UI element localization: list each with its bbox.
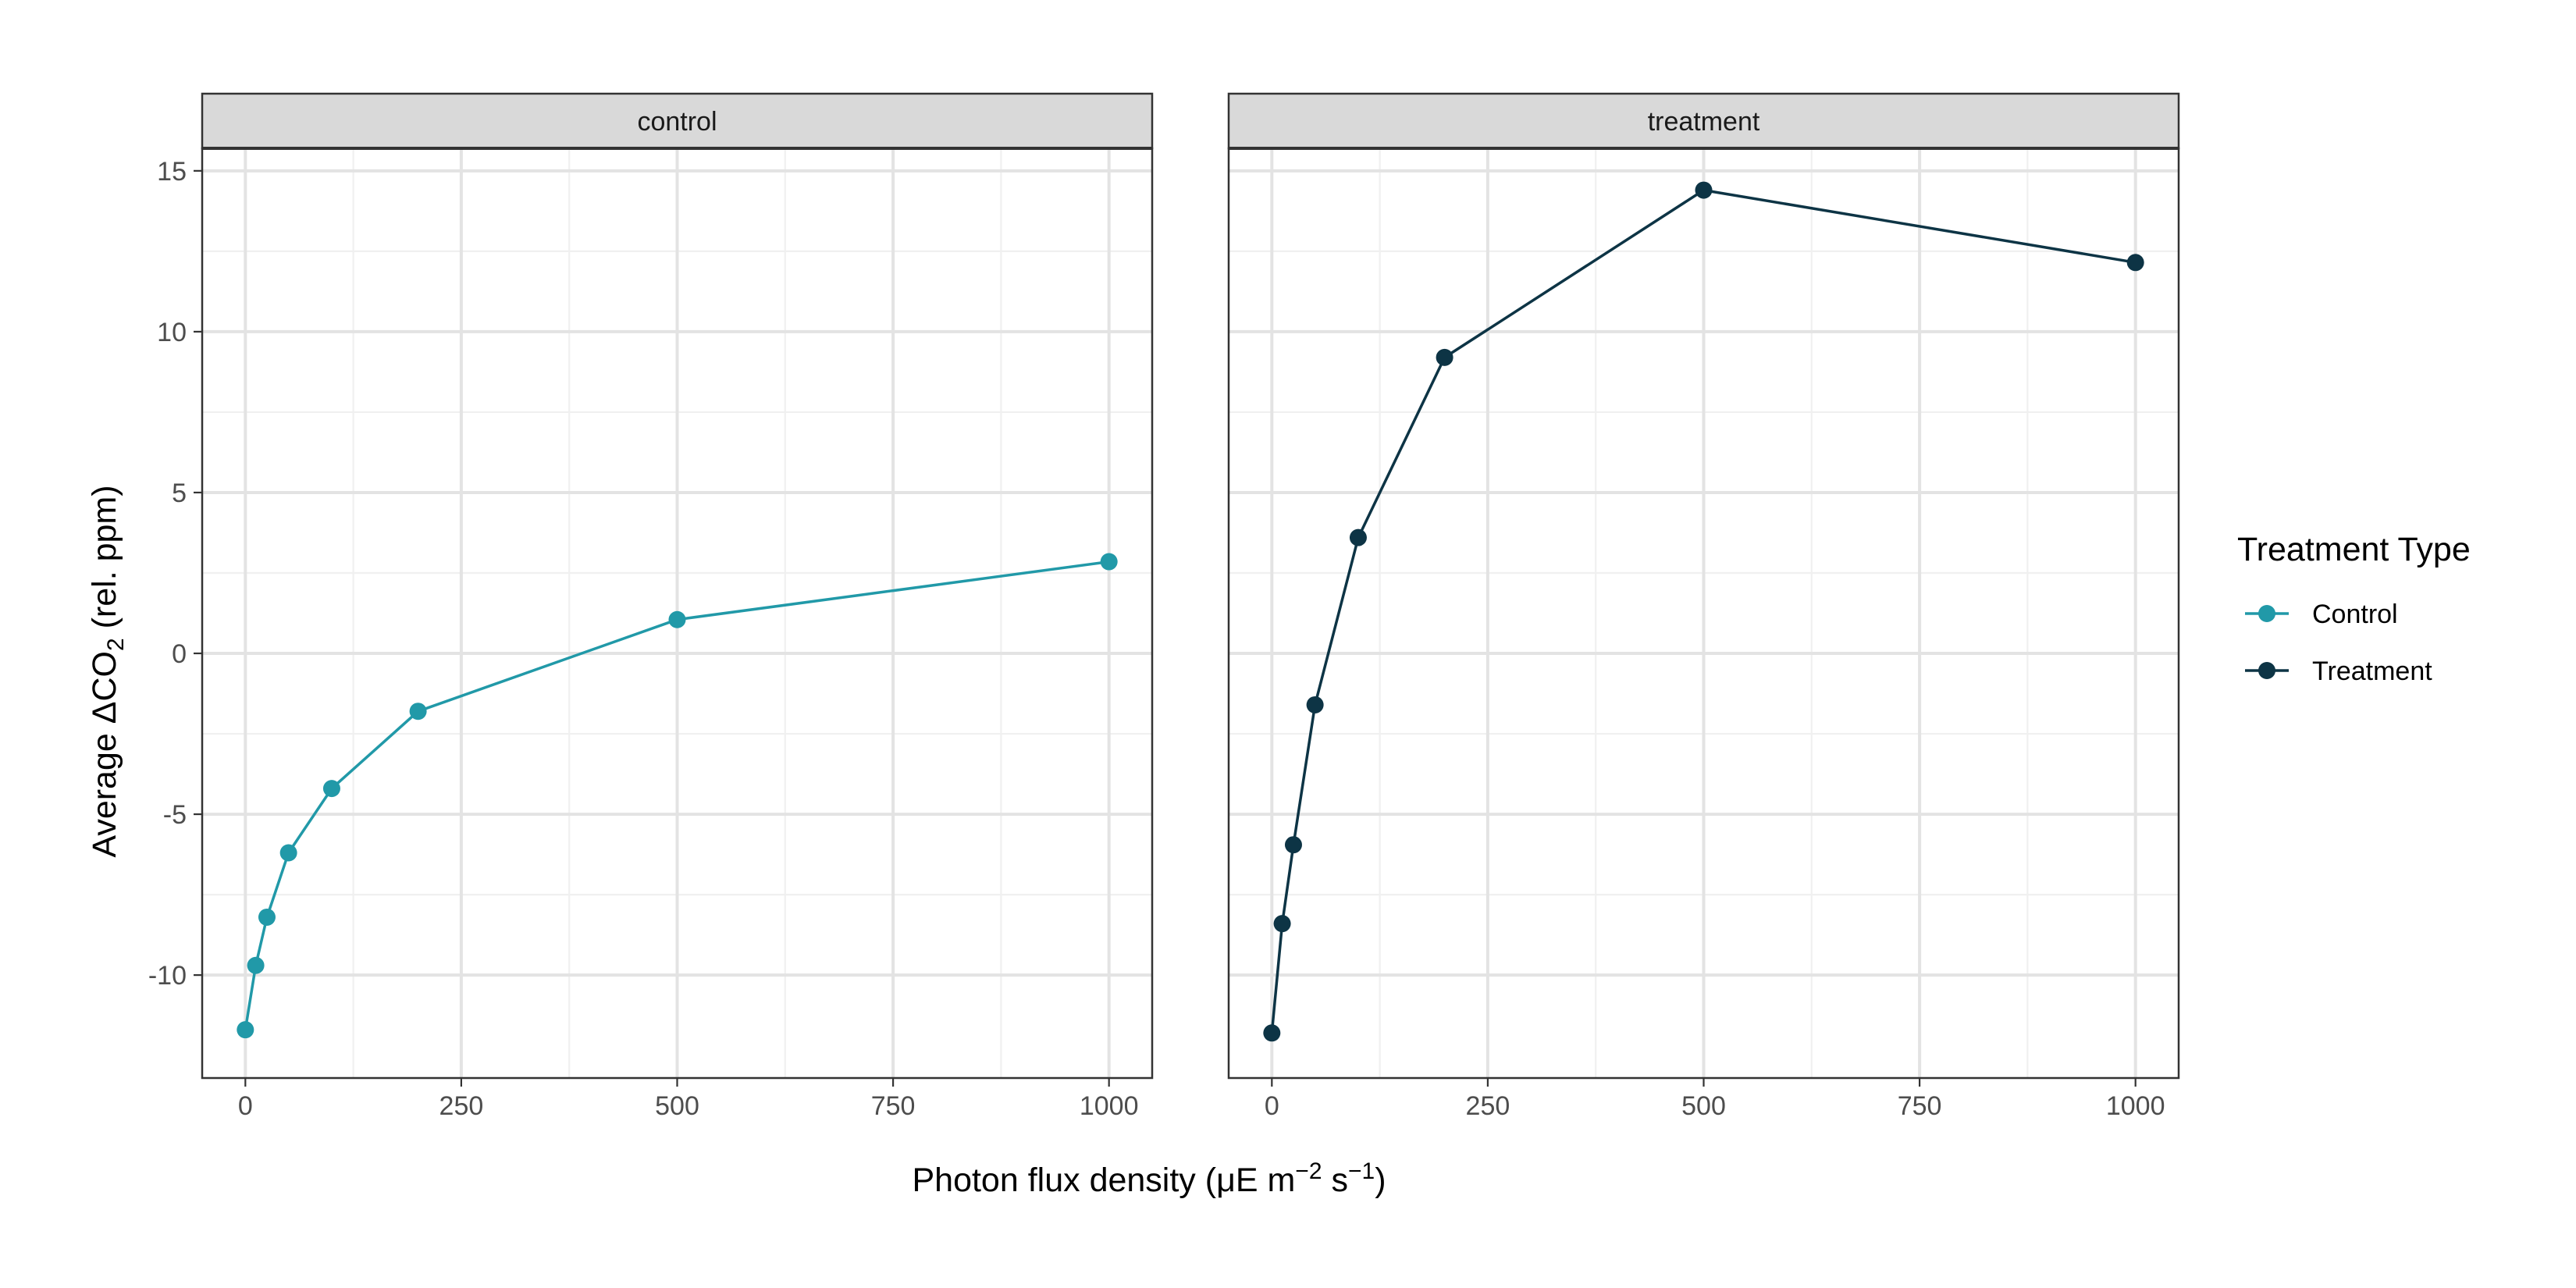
legend-item-control: Control [2245, 600, 2398, 629]
y-axis-title-main: Average ΔCO [86, 651, 123, 858]
legend-item-treatment: Treatment [2245, 656, 2432, 686]
x-tick-label: 1000 [1080, 1091, 1139, 1121]
x-tick-label: 750 [1898, 1091, 1942, 1121]
facet-strip [1227, 92, 2180, 150]
data-point-treatment [2126, 254, 2144, 272]
y-tick-label: 5 [172, 479, 187, 508]
x-tick-label: 250 [439, 1091, 484, 1121]
data-point-control [258, 908, 276, 926]
y-axis-title: Average ΔCO2 (rel. ppm) [86, 485, 129, 857]
data-point-treatment [1695, 181, 1713, 199]
facet-strip-label: treatment [1648, 107, 1760, 137]
data-point-treatment [1263, 1024, 1281, 1042]
y-tick-label: 15 [157, 157, 187, 187]
x-axis-title-end: ) [1375, 1162, 1386, 1199]
data-point-control [237, 1021, 254, 1039]
data-point-treatment [1284, 836, 1302, 854]
legend-label: Treatment [2312, 656, 2432, 686]
data-point-treatment [1349, 528, 1367, 546]
data-point-control [409, 703, 427, 720]
data-point-treatment [1306, 696, 1324, 713]
facet-panel-control: control 0 250 500 750 1000 -10 -5 0 5 10 15 [148, 92, 1154, 1121]
y-tick-label: 0 [172, 639, 187, 669]
x-axis-title: Photon flux density (μE m−2 s−1) [912, 1158, 1386, 1199]
x-tick-label: 500 [1681, 1091, 1726, 1121]
y-tick-label: -5 [163, 800, 187, 830]
y-tick-label: -10 [148, 961, 187, 991]
facet-strip [201, 92, 1154, 150]
facet-panel-treatment: treatment 0 250 500 750 1000 [1227, 92, 2180, 1121]
data-point-control [279, 844, 297, 862]
x-tick-label: 250 [1466, 1091, 1510, 1121]
x-tick-label: 0 [1265, 1091, 1279, 1121]
x-axis-title-sup1: −2 [1295, 1158, 1322, 1184]
y-axis-title-end: (rel. ppm) [86, 485, 123, 638]
x-tick-label: 0 [238, 1091, 253, 1121]
x-tick-label: 1000 [2106, 1091, 2165, 1121]
x-axis-title-mid: s [1322, 1162, 1348, 1199]
data-point-control [322, 780, 340, 798]
legend: Treatment Type Control Treatment [2237, 531, 2471, 686]
data-point-treatment [1436, 348, 1453, 366]
facet-strip-label: control [637, 107, 717, 137]
x-tick-label: 750 [871, 1091, 916, 1121]
legend-title: Treatment Type [2237, 531, 2471, 568]
legend-key-point [2258, 605, 2275, 622]
legend-label: Control [2312, 600, 2398, 629]
data-point-control [247, 956, 265, 974]
x-axis-title-sup2: −1 [1348, 1158, 1375, 1184]
y-axis-title-subscript: 2 [103, 638, 129, 651]
x-tick-label: 500 [655, 1091, 699, 1121]
legend-items: Control Treatment [2245, 600, 2432, 686]
legend-key-point [2258, 662, 2275, 679]
data-point-treatment [1273, 915, 1291, 933]
series-line-treatment [1270, 188, 2136, 1034]
data-point-control [668, 610, 686, 628]
x-axis-title-main: Photon flux density (μE m [912, 1162, 1295, 1199]
data-point-control [1100, 553, 1118, 571]
y-tick-label: 10 [157, 318, 187, 347]
